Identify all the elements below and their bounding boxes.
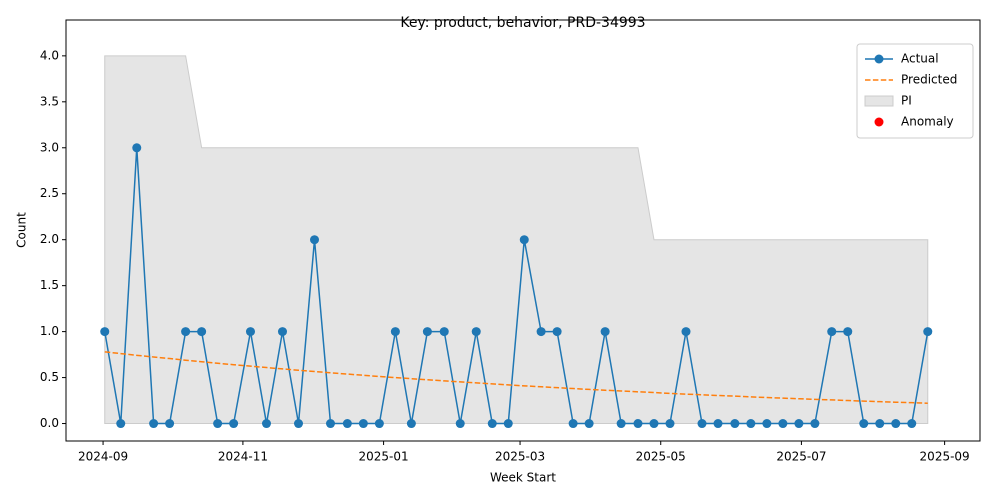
data-point [649, 419, 659, 429]
data-point [697, 419, 707, 429]
data-point [197, 327, 207, 337]
data-point [827, 327, 837, 337]
data-point [762, 419, 772, 429]
data-point [519, 235, 529, 245]
data-point [810, 419, 820, 429]
data-point [730, 419, 740, 429]
prediction-interval [104, 55, 929, 425]
data-point [294, 419, 304, 429]
data-point [843, 327, 853, 337]
data-point [875, 419, 885, 429]
data-point [277, 327, 287, 337]
data-point [261, 419, 271, 429]
legend-marker [874, 54, 884, 64]
data-point [165, 419, 175, 429]
data-point [213, 419, 223, 429]
legend-label: PI [901, 94, 912, 108]
data-point [342, 419, 352, 429]
data-point [229, 419, 239, 429]
series-line [104, 351, 928, 404]
legend-swatch [864, 95, 894, 107]
legend-label: Anomaly [901, 115, 954, 129]
x-tick-label: 2025-09 [920, 450, 970, 464]
data-point [794, 419, 804, 429]
legend-label: Predicted [901, 73, 957, 87]
y-tick-label: 2.0 [40, 232, 59, 246]
data-point [907, 419, 917, 429]
data-point [326, 419, 336, 429]
data-point [310, 235, 320, 245]
legend-label: Actual [901, 52, 939, 66]
data-point [406, 419, 416, 429]
y-tick-label: 1.5 [40, 278, 59, 292]
data-point [600, 327, 610, 337]
y-tick-label: 0.0 [40, 416, 59, 430]
data-point [503, 419, 513, 429]
legend: Actual Predicted PI Anomaly [856, 43, 974, 139]
x-tick-label: 2025-05 [636, 450, 686, 464]
data-point [536, 327, 546, 337]
series-line [104, 147, 929, 425]
data-point [713, 419, 723, 429]
data-point [487, 419, 497, 429]
data-point [746, 419, 756, 429]
x-axis-label: Week Start [490, 471, 556, 485]
y-tick-label: 3.5 [40, 94, 59, 108]
y-tick-label: 0.5 [40, 370, 59, 384]
data-point [422, 327, 432, 337]
x-tick-label: 2024-11 [218, 450, 268, 464]
data-point [665, 419, 675, 429]
y-axis-label: Count [15, 212, 29, 248]
legend-marker [874, 117, 884, 127]
plot-frame [65, 19, 981, 442]
data-point [778, 419, 788, 429]
data-point [358, 419, 368, 429]
data-point [390, 327, 400, 337]
x-tick-label: 2025-03 [495, 450, 545, 464]
data-point [859, 419, 869, 429]
data-point [455, 419, 465, 429]
chart-title: Key: product, behavior, PRD-34993 [400, 15, 645, 31]
data-point [568, 419, 578, 429]
x-tick-label: 2025-01 [359, 450, 409, 464]
data-point [149, 419, 159, 429]
data-point [471, 327, 481, 337]
data-point [584, 419, 594, 429]
data-point [891, 419, 901, 429]
data-point [374, 419, 384, 429]
legend-box [856, 43, 974, 139]
data-point [245, 327, 255, 337]
data-point [616, 419, 626, 429]
data-point [923, 327, 933, 337]
y-tick-label: 1.0 [40, 324, 59, 338]
y-tick-label: 3.0 [40, 140, 59, 154]
x-tick-label: 2024-09 [78, 450, 128, 464]
y-tick-label: 2.5 [40, 186, 59, 200]
data-point [132, 143, 142, 153]
x-tick-label: 2025-07 [776, 450, 826, 464]
data-point [552, 327, 562, 337]
data-point [100, 327, 110, 337]
data-point [181, 327, 191, 337]
data-point [439, 327, 449, 337]
data-point [633, 419, 643, 429]
data-point [681, 327, 691, 337]
data-point [116, 419, 126, 429]
y-tick-label: 4.0 [40, 48, 59, 62]
